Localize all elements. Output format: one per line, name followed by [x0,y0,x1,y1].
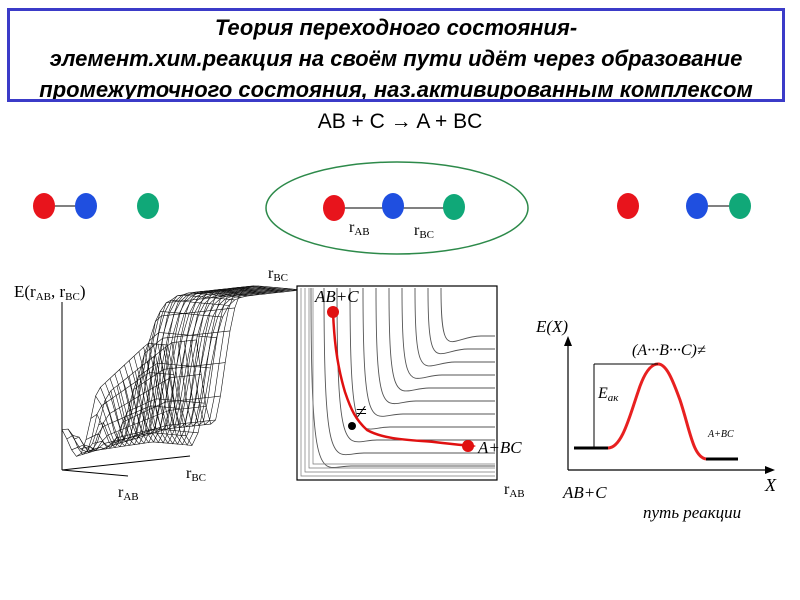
mesh-line [141,291,248,433]
mesh-line [183,286,290,426]
activated-complex: rAB rBC [265,161,529,255]
contour-line [362,287,495,417]
potential-surface: E(rAB, rBC) rAB rBC [14,282,303,503]
product-label: A+BC [707,429,734,440]
mesh-line [109,288,245,446]
atom-b [686,193,708,219]
mesh-line [148,287,283,445]
atom-a [33,193,55,219]
ea-label: Eак [597,385,619,404]
transition-point [348,422,356,430]
mesh-line [167,289,303,447]
contour-line [375,287,495,405]
contour-line [336,287,495,443]
surface-axis-rab [61,469,129,477]
mesh-line [124,285,259,444]
contour-line [427,287,495,355]
atom-b [382,193,404,219]
mesh-line [114,286,250,445]
complex-ellipse [265,161,529,255]
reactant-label: AB+C [562,483,607,502]
contour-line [310,287,495,468]
profile-y-label: E(X) [535,317,568,336]
r-ab-label: rAB [349,219,370,238]
path-label: путь реакции [643,503,741,522]
start-label: AB+C [314,287,359,306]
contour-line [323,287,495,456]
molecule-reactants [33,193,159,219]
mesh-line [143,287,279,444]
contour-line [304,288,495,473]
mesh-line [177,287,284,427]
mesh-line [81,419,216,454]
ts-symbol: ≠ [356,401,367,423]
mesh-line [196,285,303,425]
title-line-2: элемент.хим.реакция на своём пути идёт ч… [49,46,743,71]
contour-line [414,287,495,367]
surface-rbc-label: rBC [186,465,206,484]
mesh-line [133,286,269,444]
end-label: A+BC [477,438,522,457]
contour-line [401,287,495,379]
surface-mesh [61,285,303,457]
title-box: Теория переходного состояния- элемент.хи… [7,8,785,102]
energy-profile: E(X) X (A···B···C)≠ Eак A+BC AB+C путь р… [535,317,777,522]
mesh-line [128,294,235,437]
atom-a [617,193,639,219]
contour-line [308,288,495,469]
contour-lines [300,287,495,477]
reaction-path [331,311,474,448]
title-line-3: промежуточного состояния, наз.активирова… [39,77,753,99]
contour-line [300,288,495,477]
contour-line [312,288,495,465]
mesh-line [171,288,278,428]
start-point [327,306,339,318]
mesh-line [190,286,296,426]
mesh-line [135,292,241,435]
molecule-products [617,193,751,219]
mesh-line [128,286,264,443]
atom-a [323,195,345,221]
energy-curve [607,362,707,461]
atom-b [75,193,97,219]
mesh-line [159,289,266,429]
contour-map: ≠ AB+C A+BC rBC rAB [268,265,525,500]
surface-axis-rbc [61,455,191,471]
mesh-line [153,290,260,430]
complex-label: (A···B···C)≠ [632,342,706,359]
atom-c [443,194,465,220]
atom-c [137,193,159,219]
energy-label: E(rAB, rBC) [14,282,86,303]
mesh-line [162,289,298,446]
contour-rab-label: rAB [504,481,525,500]
mesh-line [138,287,274,444]
reaction-equation: AB + C → A + BC [317,110,483,133]
title-line-1: Теория переходного состояния- [214,15,578,40]
mesh-line [76,423,211,457]
contour-rbc-label: rBC [268,265,288,284]
surface-rab-label: rAB [118,484,139,503]
end-point [462,440,474,452]
r-bc-label: rBC [414,222,434,241]
y-axis-arrowhead [564,336,572,346]
profile-x-label: X [764,475,777,495]
contour-line [388,287,495,392]
atom-c [729,193,751,219]
contour-line [440,287,495,343]
mesh-line [157,288,293,446]
x-axis-arrowhead [765,466,775,474]
